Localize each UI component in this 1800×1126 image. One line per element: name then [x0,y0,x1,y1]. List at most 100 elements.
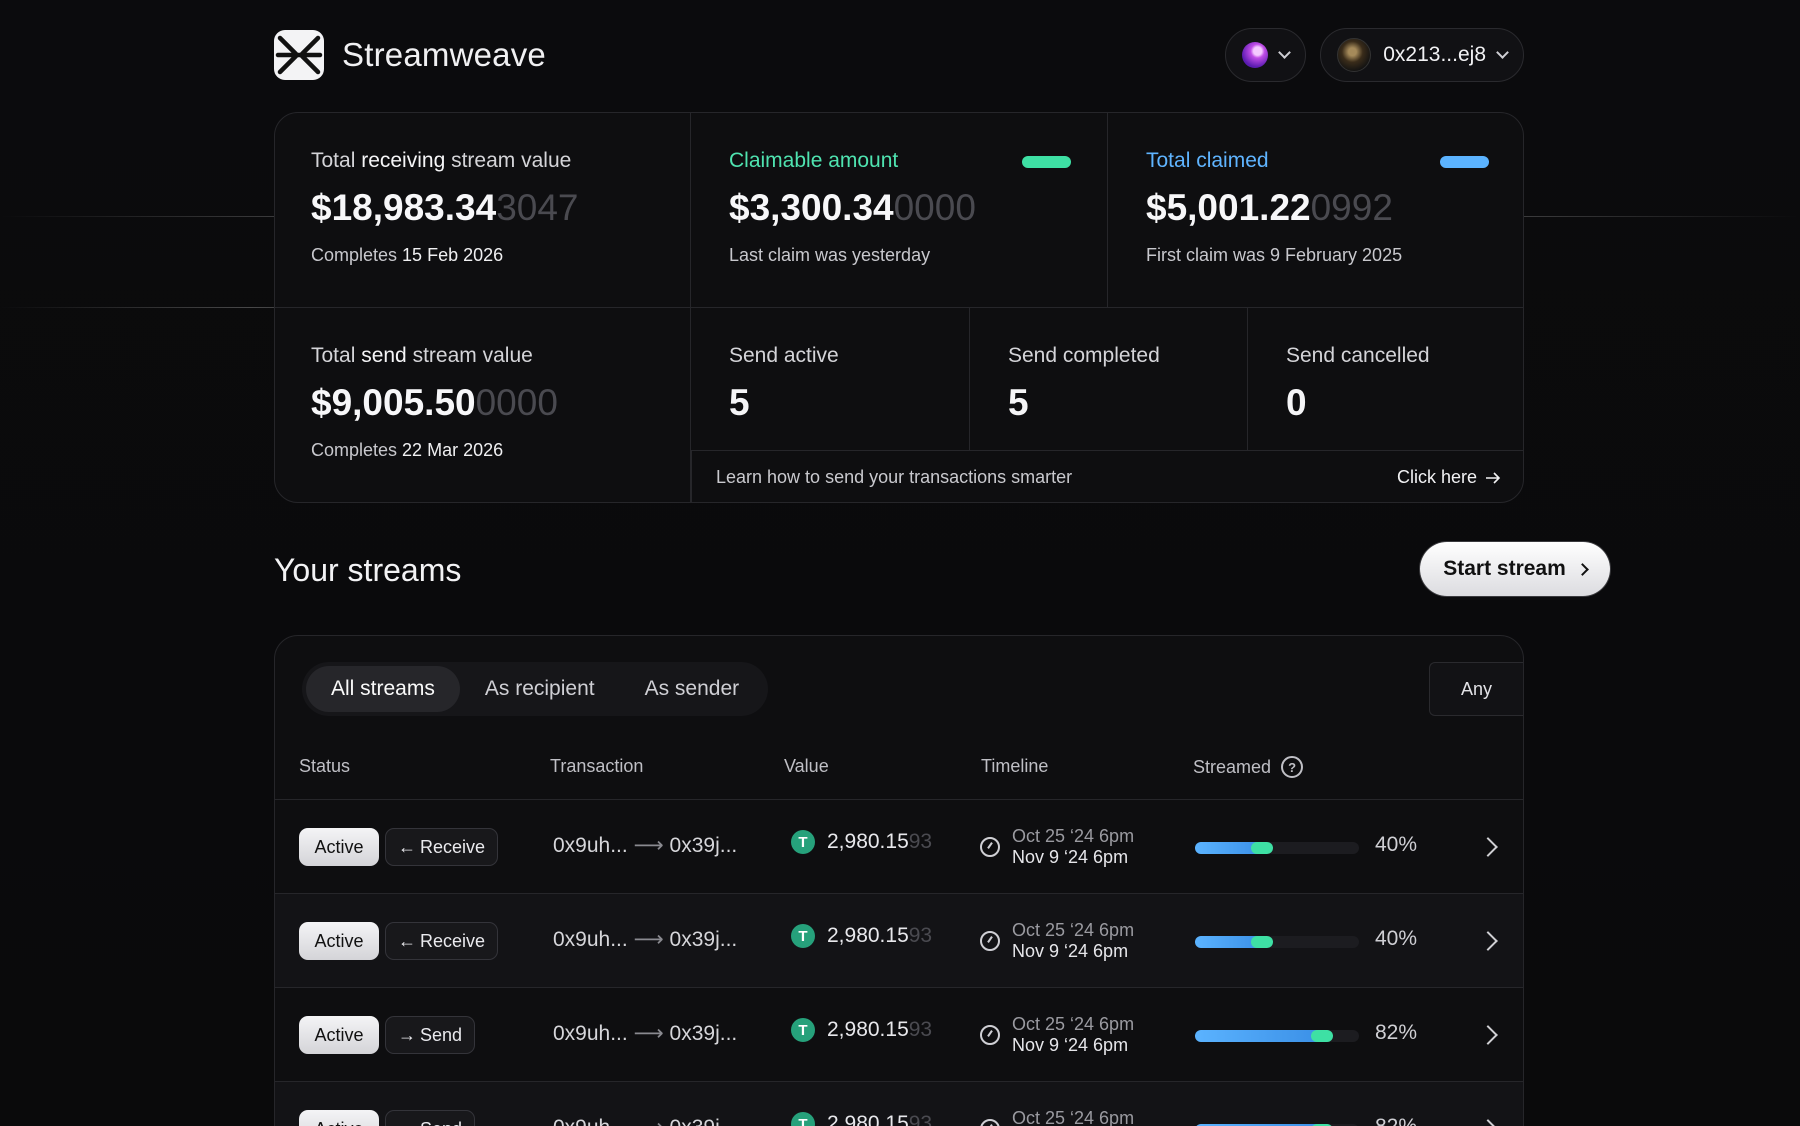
chevron-right-icon[interactable] [1478,1119,1498,1126]
tether-icon: T [791,924,815,948]
col-transaction: Transaction [550,756,644,776]
stat-sub: Completes 15 Feb 2026 [311,245,504,265]
direction-badge: ← Receive [385,922,499,960]
claimable-tag [1022,156,1071,168]
claimed-tag [1440,156,1489,168]
direction-arrow-icon: → [398,1119,416,1126]
streamed-percent: 82% [1375,1021,1418,1044]
status-badge: Active [299,1016,379,1054]
progress-fill [1195,842,1264,854]
stat-label: Send completed [1008,344,1160,367]
stat-value: $3,300.340000 [729,187,976,228]
table-row[interactable]: Active →Send 0x9uh... ⟶ 0x39j... T2,980.… [275,1081,1523,1126]
help-icon[interactable]: ? [1281,756,1304,778]
direction-badge: →Send [385,1016,476,1054]
chevron-down-icon [1496,46,1509,59]
brand[interactable]: Streamweave [274,30,546,80]
stat-send: Total send stream value $9,005.500000 Co… [275,308,691,502]
tether-icon: T [791,830,815,854]
transaction-addresses: 0x9uh... ⟶ 0x39j... [553,834,738,857]
network-selector[interactable] [1225,28,1307,82]
transaction-addresses: 0x9uh... ⟶ 0x39j... [553,928,738,951]
direction-arrow-icon: → [398,1024,416,1045]
stat-send-completed: Send completed 5 [970,308,1248,450]
progress-fill [1195,936,1264,948]
stat-claimable: Claimable amount $3,300.340000 Last clai… [691,113,1108,308]
col-timeline: Timeline [981,756,1049,776]
streamweave-logo [274,30,324,80]
transaction-addresses: 0x9uh... ⟶ 0x39j... [553,1115,737,1126]
streamed-percent: 40% [1375,927,1418,950]
avatar [1337,38,1372,72]
table-row[interactable]: Active ← Receive 0x9uh... ⟶ 0x39j... T 2,9… [275,799,1523,893]
stat-send-cancelled: Send cancelled 0 [1248,308,1523,450]
stat-value: 5 [1008,382,1029,423]
streamed-progress-bar [1195,842,1359,854]
tab-as-sender[interactable]: As sender [644,677,740,700]
stat-send-active: Send active 5 [691,308,970,450]
stat-label: Claimable amount [729,149,899,172]
streams-table: All streams As recipient As sender Any S… [274,635,1524,1126]
wallet-selector[interactable]: 0x213...ej8 [1320,28,1524,82]
stat-value: $18,983.343047 [311,187,579,228]
transaction-addresses: 0x9uh... ⟶ 0x39j... [553,1022,738,1045]
stream-value: T 2,980.1593 [791,830,932,854]
network-orb-icon [1242,42,1269,68]
progress-knob [1251,842,1273,854]
stats-panel: Total receiving stream value $18,983.343… [274,112,1524,503]
click-here-link[interactable]: Click here [1397,467,1501,488]
progress-knob [1251,936,1273,948]
stat-receiving: Total receiving stream value $18,983.343… [275,113,691,308]
decor-line [0,307,500,308]
chevron-right-icon[interactable] [1478,931,1498,951]
stopwatch-icon [980,1119,1000,1126]
start-stream-button[interactable]: Start stream [1420,542,1610,596]
streams-title: Your streams [274,552,462,588]
progress-knob [1311,1124,1333,1126]
progress-fill [1195,1124,1324,1126]
direction-arrow-icon: ← [398,836,416,857]
col-streamed: Streamed ? [1193,756,1304,778]
filter-select[interactable]: Any [1429,662,1523,716]
direction-badge: ← Receive [385,828,499,866]
stream-value: T 2,980.1593 [791,924,932,948]
stat-label: Total send stream value [311,344,533,367]
stat-value: $9,005.500000 [311,382,558,423]
progress-knob [1311,1030,1333,1042]
stat-sub: First claim was 9 February 2025 [1146,245,1403,265]
stat-value: $5,001.220992 [1146,187,1393,228]
chevron-right-icon[interactable] [1478,1025,1498,1045]
streamed-percent: 40% [1375,833,1418,856]
stat-label: Send cancelled [1286,344,1430,367]
col-status: Status [299,756,351,776]
progress-fill [1195,1030,1324,1042]
streamed-percent: 82% [1375,1115,1417,1126]
wallet-address: 0x213...ej8 [1383,43,1486,66]
tab-all-streams[interactable]: All streams [306,666,460,712]
tether-icon: T [791,1112,815,1126]
status-badge: Active [299,828,379,866]
chevron-right-icon [1575,562,1589,576]
stream-value: T 2,980.1593 [791,1018,932,1042]
chevron-right-icon[interactable] [1478,837,1498,857]
stat-label: Total claimed [1146,149,1269,172]
col-value: Value [784,756,829,776]
stat-label: Total receiving stream value [311,149,572,172]
learn-banner: Learn how to send your transactions smar… [691,450,1523,502]
chevron-down-icon [1278,46,1292,59]
stopwatch-icon [980,837,1000,857]
streamed-progress-bar [1195,1030,1359,1042]
stat-sub: Completes 22 Mar 2026 [311,440,504,460]
stream-value: T 2,980.1593 [791,1112,932,1126]
tab-as-recipient[interactable]: As recipient [484,677,595,700]
table-row[interactable]: Active ← Receive 0x9uh... ⟶ 0x39j... T 2,9… [275,893,1523,987]
stream-tabs: All streams As recipient As sender [302,662,769,716]
stat-value: 0 [1286,382,1307,423]
arrow-right-icon [1486,471,1501,484]
